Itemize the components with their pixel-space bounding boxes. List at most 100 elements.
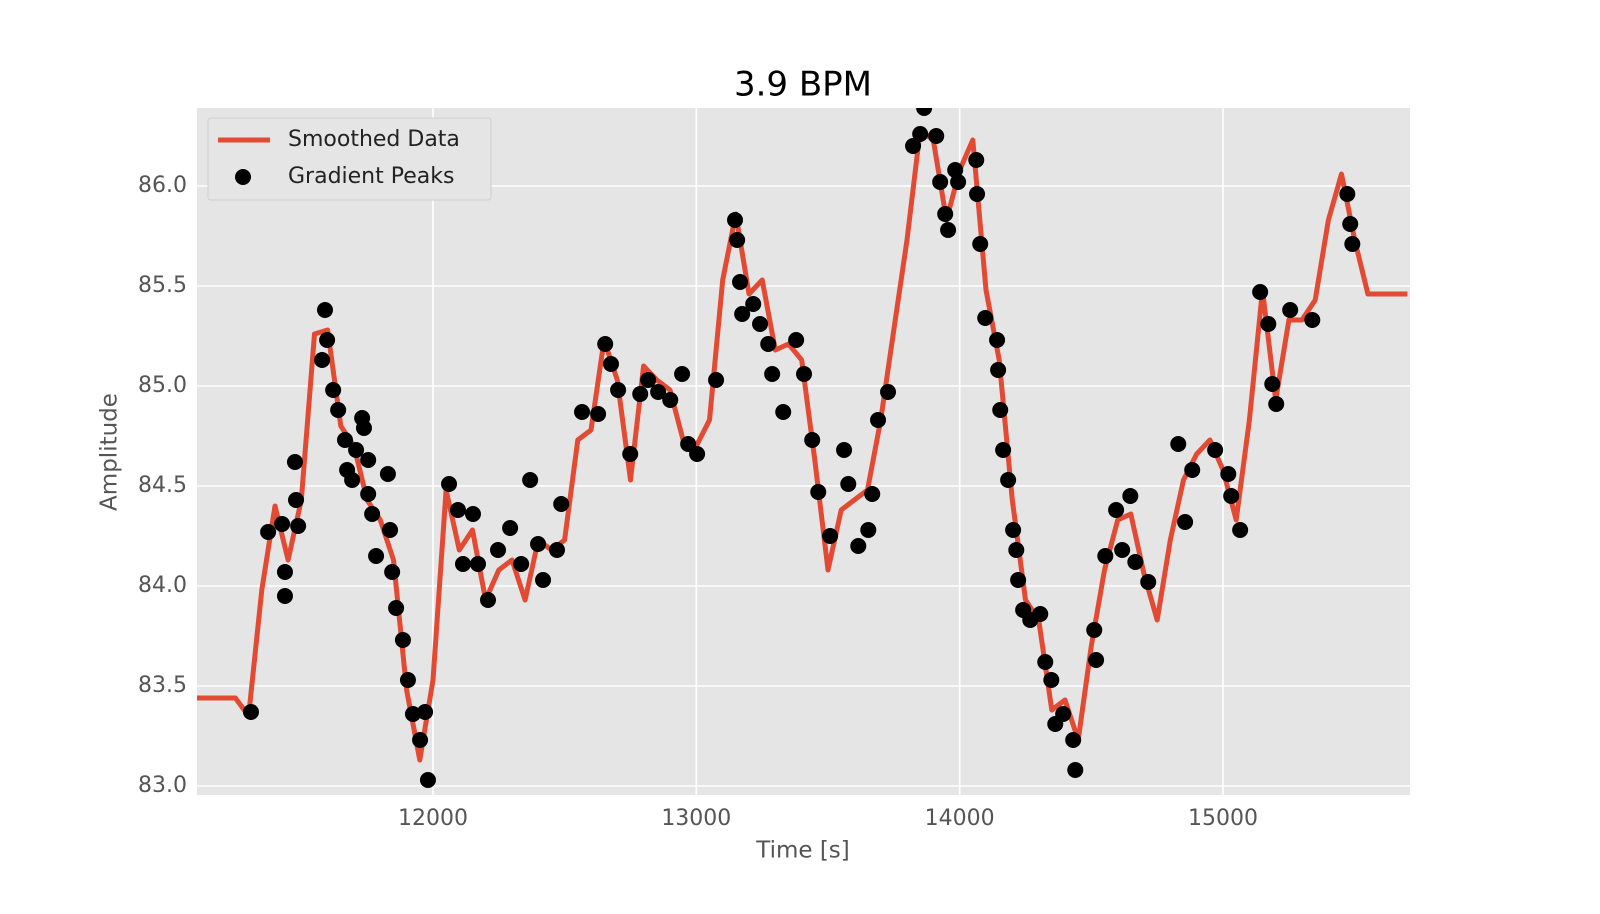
peak-marker xyxy=(836,442,853,458)
peak-marker xyxy=(992,402,1009,418)
peak-marker xyxy=(840,476,857,492)
legend: Smoothed Data Gradient Peaks xyxy=(207,117,492,201)
peak-marker xyxy=(632,386,649,402)
peak-marker xyxy=(674,366,691,382)
peak-marker xyxy=(870,412,887,428)
peak-marker xyxy=(1170,436,1187,452)
peak-marker xyxy=(379,466,396,482)
peak-marker xyxy=(788,332,805,348)
x-tick-label: 15000 xyxy=(1188,806,1258,831)
peak-marker xyxy=(1005,522,1022,538)
peak-marker xyxy=(1177,514,1194,530)
y-tick-label: 84.5 xyxy=(138,473,187,498)
peak-marker xyxy=(734,306,751,322)
peak-marker xyxy=(912,126,929,142)
peak-marker xyxy=(364,506,381,522)
peak-marker xyxy=(940,222,957,238)
peak-marker xyxy=(640,372,657,388)
peak-marker xyxy=(360,486,377,502)
peak-marker xyxy=(708,372,725,388)
peak-marker xyxy=(553,496,570,512)
peak-marker xyxy=(622,446,639,462)
peak-marker xyxy=(574,404,591,420)
y-tick-label: 85.0 xyxy=(138,373,187,398)
peak-marker xyxy=(290,518,307,534)
y-axis-label: Amplitude xyxy=(97,393,123,511)
peak-marker xyxy=(316,302,333,318)
peak-marker xyxy=(1037,654,1054,670)
peak-marker xyxy=(399,672,416,688)
peak-marker xyxy=(1067,762,1084,778)
legend-marker xyxy=(235,169,251,185)
peak-marker xyxy=(449,502,466,518)
peak-marker xyxy=(260,524,277,540)
x-tick-label: 12000 xyxy=(398,806,468,831)
peak-marker xyxy=(1304,312,1321,328)
peak-marker xyxy=(276,564,293,580)
marks xyxy=(197,108,1408,788)
peak-marker xyxy=(319,332,336,348)
peak-marker xyxy=(535,572,552,588)
chart-title: 3.9 BPM xyxy=(734,65,872,105)
peak-marker xyxy=(325,382,342,398)
peak-marker xyxy=(775,404,792,420)
peak-marker xyxy=(729,232,746,248)
peak-marker xyxy=(480,592,497,608)
peak-marker xyxy=(1065,732,1082,748)
legend-label: Gradient Peaks xyxy=(288,164,454,189)
peak-marker xyxy=(1220,466,1237,482)
peak-marker xyxy=(764,366,781,382)
peak-marker xyxy=(1140,574,1157,590)
peak-marker xyxy=(602,356,619,372)
peak-marker xyxy=(469,556,486,572)
peak-marker xyxy=(995,442,1012,458)
peak-marker xyxy=(404,706,421,722)
peak-marker xyxy=(1207,442,1224,458)
peak-marker xyxy=(1232,522,1249,538)
peak-marker xyxy=(276,588,293,604)
peak-marker xyxy=(1344,236,1361,252)
peak-marker xyxy=(727,212,744,228)
peak-marker xyxy=(360,452,377,468)
peak-marker xyxy=(1264,376,1281,392)
peak-marker xyxy=(932,174,949,190)
peak-marker xyxy=(1260,316,1277,332)
peak-marker xyxy=(905,138,922,154)
peak-marker xyxy=(760,336,777,352)
peak-marker xyxy=(822,528,839,544)
peak-marker xyxy=(597,336,614,352)
peak-marker xyxy=(1268,396,1285,412)
peak-marker xyxy=(1184,462,1201,478)
peak-marker xyxy=(1252,284,1269,300)
peak-marker xyxy=(916,108,933,116)
peak-marker xyxy=(804,432,821,448)
peak-marker xyxy=(288,492,305,508)
peak-marker xyxy=(490,542,507,558)
y-tick-label: 84.0 xyxy=(138,573,187,598)
peak-marker xyxy=(522,472,539,488)
peak-marker xyxy=(1088,652,1105,668)
x-tick-label: 13000 xyxy=(661,806,731,831)
peak-marker xyxy=(864,486,881,502)
peak-marker xyxy=(796,366,813,382)
peak-marker xyxy=(937,206,954,222)
peak-marker xyxy=(1108,502,1125,518)
peak-marker xyxy=(344,472,361,488)
peak-marker xyxy=(384,564,401,580)
peak-marker xyxy=(464,506,481,522)
peak-marker xyxy=(590,406,607,422)
peak-marker xyxy=(968,152,985,168)
x-axis-label: Time [s] xyxy=(755,838,850,864)
peak-marker xyxy=(274,516,291,532)
peak-marker xyxy=(880,384,897,400)
peak-marker xyxy=(502,520,519,536)
y-tick-label: 83.0 xyxy=(138,773,187,798)
peak-marker xyxy=(348,442,365,458)
peak-marker xyxy=(314,352,331,368)
peak-marker xyxy=(530,536,547,552)
peak-marker xyxy=(610,382,627,398)
x-tick-label: 14000 xyxy=(925,806,995,831)
peak-marker xyxy=(745,296,762,312)
peak-marker xyxy=(850,538,867,554)
